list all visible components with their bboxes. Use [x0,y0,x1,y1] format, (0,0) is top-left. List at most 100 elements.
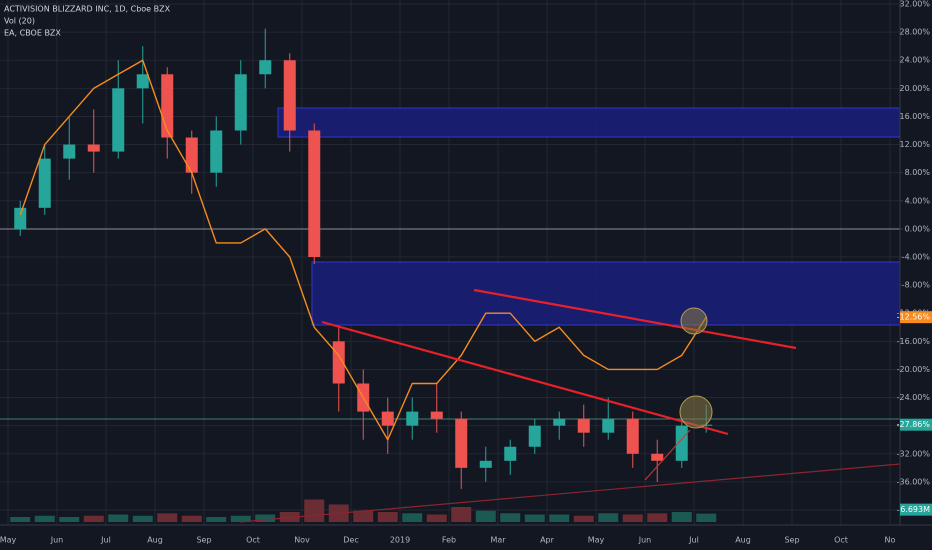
trend-line [473,288,797,350]
volume-bar [475,510,496,522]
candle-body [651,453,664,461]
zone [311,261,901,326]
x-tick-label: Jun [50,536,64,545]
y-tick-label: 4.00% [905,196,931,205]
volume-bar [230,515,251,522]
volume-bar [59,517,80,522]
volume-bar [598,513,619,522]
y-tick-label: -36.00% [897,477,931,486]
y-tick-label: -20.00% [897,365,931,374]
candle-body [553,418,566,426]
volume-bar [157,513,178,522]
volume-bar [377,512,398,522]
candle-body [136,74,149,89]
candle-body [675,425,688,461]
y-tick-label: -32.00% [897,449,931,458]
candle-body [259,60,272,75]
candle-body [38,158,51,208]
candle-body [504,446,517,461]
volume-bar [549,514,570,522]
volume-bar [132,515,153,522]
candle-body [112,88,125,152]
candle-body [430,411,443,419]
compare-line [19,59,707,441]
highlight-circle [679,395,713,429]
volume-bar [451,507,472,522]
volume-bar [108,514,129,522]
y-tick-label: -16.00% [897,337,931,346]
candle-body [63,144,76,159]
x-tick-label: Sep [196,536,211,545]
price-label: -12.56% [897,313,931,322]
y-tick-label: 32.00% [899,0,930,9]
volume-bar [353,510,374,522]
x-tick-label: Feb [442,536,456,545]
candle-body [406,411,419,426]
candle-body [528,425,541,447]
y-tick-label: -4.00% [902,253,931,262]
y-tick-label: 8.00% [905,168,931,177]
x-tick-label: Oct [246,536,260,545]
candle-body [14,207,27,229]
volume-bar [10,517,31,522]
price-label-bg [900,503,932,516]
candle-body [577,418,590,433]
candle-body [161,74,174,138]
candle-body [602,418,615,433]
volume-bar [573,515,594,522]
price-axis [900,0,932,550]
candle-body [626,418,639,454]
legend-volume: Vol (20) [4,17,35,26]
candle-body [700,424,713,426]
x-tick-label: No [885,536,896,545]
volume-pane [10,499,717,522]
volume-bar [279,512,300,522]
price-label-bg [900,418,932,431]
volume-bar [255,514,276,522]
highlight-circle [680,307,708,335]
y-tick-label: 24.00% [899,56,930,65]
candle-body [210,130,223,173]
volume-bar [696,513,717,522]
trend-line [644,429,691,481]
y-tick-label: 28.00% [899,28,930,37]
x-tick-label: May [0,536,17,545]
candle-body [308,130,321,257]
zone [277,107,901,138]
x-tick-label: Jul [688,536,699,545]
y-tick-label: -8.00% [902,281,931,290]
trend-line [239,463,901,523]
trend-line [321,320,729,436]
x-tick-label: Nov [294,536,310,545]
volume-bar [34,515,55,522]
volume-bar [622,514,643,522]
volume-bar [500,513,521,522]
x-tick-label: May [588,536,605,545]
volume-bar [83,515,104,522]
volume-bar [206,517,227,522]
price-label: -27.86% [897,420,931,429]
x-tick-label: 2019 [390,536,410,545]
y-tick-label: -24.00% [897,393,931,402]
legend-main: ACTIVISION BLIZZARD INC, 1D, Cboe BZX [4,5,171,14]
volume-bar [647,513,668,522]
x-tick-label: Mar [490,536,506,545]
candle-body [381,411,394,426]
x-tick-label: Dec [343,536,358,545]
x-tick-label: Aug [147,536,163,545]
volume-bar [524,514,545,522]
y-tick-label: 0.00% [905,224,931,233]
price-label-bg [900,311,932,324]
legend-compare: EA, CBOE BZX [4,29,61,38]
y-tick-label: 20.00% [899,84,930,93]
candle-body [87,144,100,152]
candle-body [234,74,247,131]
x-tick-label: Oct [834,536,848,545]
x-tick-label: Jun [638,536,652,545]
y-tick-label: 16.00% [899,112,930,121]
candle-body [479,460,492,468]
candle-body [185,137,198,173]
volume-bar [426,514,447,522]
volume-bar [304,499,325,522]
